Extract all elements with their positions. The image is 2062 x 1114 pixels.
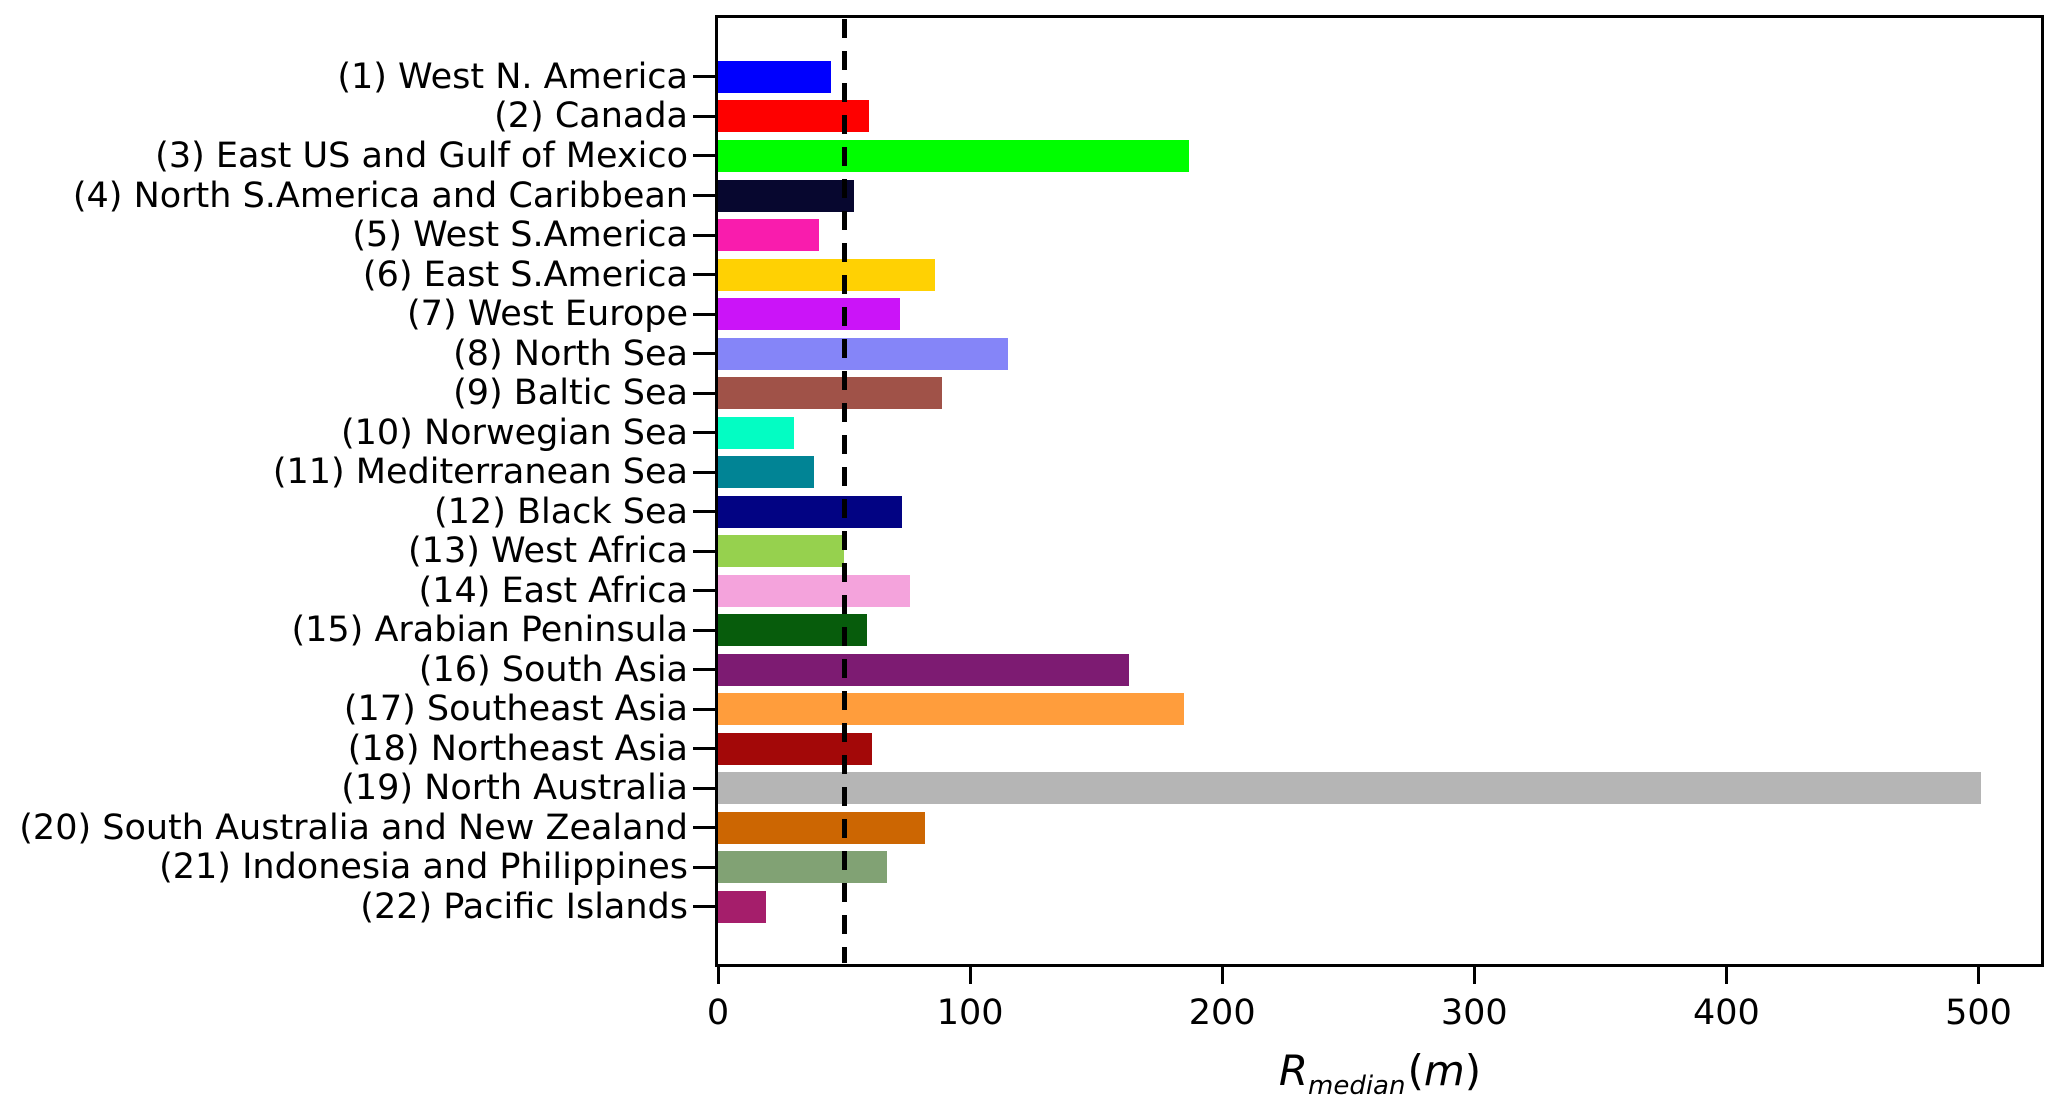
xlabel-close-paren: ) [1464, 1046, 1482, 1095]
y-tick-label-19: (19) North Australia [341, 768, 688, 809]
y-tick-label-20: (20) South Australia and New Zealand [19, 807, 688, 848]
y-tick-label-5: (5) West S.America [352, 215, 688, 255]
xlabel-unit: m [1423, 1046, 1465, 1095]
bar-22 [718, 890, 766, 923]
bar-16 [718, 653, 1129, 686]
xlabel-symbol: R [1278, 1046, 1308, 1095]
y-tick-label-3: (3) East US and Gulf of Mexico [155, 135, 688, 176]
reference-line [841, 19, 847, 963]
x-axis-label: Rmedian(m) [718, 1046, 2042, 1101]
bar-9 [718, 377, 943, 410]
y-tick-label-10: (10) Norwegian Sea [340, 412, 688, 453]
bar-10 [718, 416, 794, 449]
x-tick-300 [1472, 966, 1476, 984]
y-tick-label-16: (16) South Asia [418, 649, 688, 690]
y-tick-10 [692, 431, 715, 435]
y-tick-label-2: (2) Canada [494, 96, 688, 137]
bar-21 [718, 851, 887, 884]
y-tick-19 [692, 786, 715, 790]
bar-12 [718, 495, 902, 528]
x-tick-400 [1724, 966, 1728, 984]
bar-6 [718, 258, 935, 291]
y-tick-label-14: (14) East Africa [418, 570, 688, 611]
bar-3 [718, 139, 1190, 172]
bar-17 [718, 693, 1185, 726]
bar-14 [718, 574, 910, 607]
y-tick-label-7: (7) West Europe [407, 294, 688, 334]
bar-11 [718, 456, 814, 489]
bar-20 [718, 811, 925, 844]
y-tick-label-4: (4) North S.America and Caribbean [72, 175, 688, 216]
y-tick-13 [692, 549, 715, 553]
y-tick-11 [692, 470, 715, 474]
y-tick-9 [692, 391, 715, 395]
y-tick-label-6: (6) East S.America [362, 254, 688, 295]
x-tick-100 [968, 966, 972, 984]
y-tick-label-11: (11) Mediterranean Sea [272, 452, 688, 493]
x-tick-label-400: 400 [1692, 993, 1760, 1033]
y-tick-label-18: (18) Northeast Asia [347, 728, 688, 769]
y-tick-label-12: (12) Black Sea [434, 491, 688, 532]
x-tick-label-0: 0 [706, 993, 730, 1033]
xlabel-open-paren: ( [1407, 1046, 1424, 1095]
bar-19 [718, 772, 1981, 805]
y-tick-18 [692, 747, 715, 751]
y-tick-label-17: (17) Southeast Asia [343, 689, 688, 730]
y-tick-1 [692, 75, 715, 79]
x-tick-500 [1977, 966, 1980, 984]
y-tick-label-8: (8) North Sea [453, 333, 688, 374]
y-tick-label-22: (22) Pacific Islands [360, 886, 688, 927]
bar-1 [718, 60, 832, 93]
y-tick-21 [692, 865, 715, 869]
y-tick-15 [692, 628, 715, 632]
bar-8 [718, 337, 1008, 370]
x-tick-label-300: 300 [1440, 993, 1508, 1033]
bar-2 [718, 100, 870, 133]
bar-18 [718, 732, 872, 765]
y-tick-5 [692, 233, 715, 237]
y-tick-14 [692, 589, 715, 593]
y-tick-22 [692, 905, 715, 909]
x-tick-label-500: 500 [1945, 993, 2012, 1033]
x-tick-200 [1220, 966, 1224, 984]
y-tick-16 [692, 668, 715, 672]
y-tick-6 [692, 273, 715, 276]
y-tick-12 [692, 510, 715, 514]
y-tick-17 [692, 707, 715, 711]
y-tick-8 [692, 352, 715, 355]
bar-4 [718, 179, 855, 212]
y-tick-label-13: (13) West Africa [408, 531, 688, 572]
y-tick-label-21: (21) Indonesia and Philippines [159, 847, 688, 888]
y-tick-label-9: (9) Baltic Sea [453, 373, 688, 414]
x-tick-label-100: 100 [936, 993, 1004, 1033]
x-tick-0 [716, 966, 720, 984]
y-tick-label-15: (15) Arabian Peninsula [291, 610, 688, 651]
xlabel-subscript: median [1308, 1071, 1406, 1101]
bar-5 [718, 219, 819, 251]
bar-7 [718, 298, 900, 330]
bar-13 [718, 535, 844, 568]
y-tick-4 [692, 194, 715, 197]
y-tick-label-1: (1) West N. America [337, 56, 688, 97]
x-tick-label-200: 200 [1188, 993, 1256, 1033]
y-tick-3 [692, 154, 715, 158]
y-tick-2 [692, 114, 715, 118]
y-tick-20 [692, 826, 715, 830]
y-tick-7 [692, 312, 715, 316]
